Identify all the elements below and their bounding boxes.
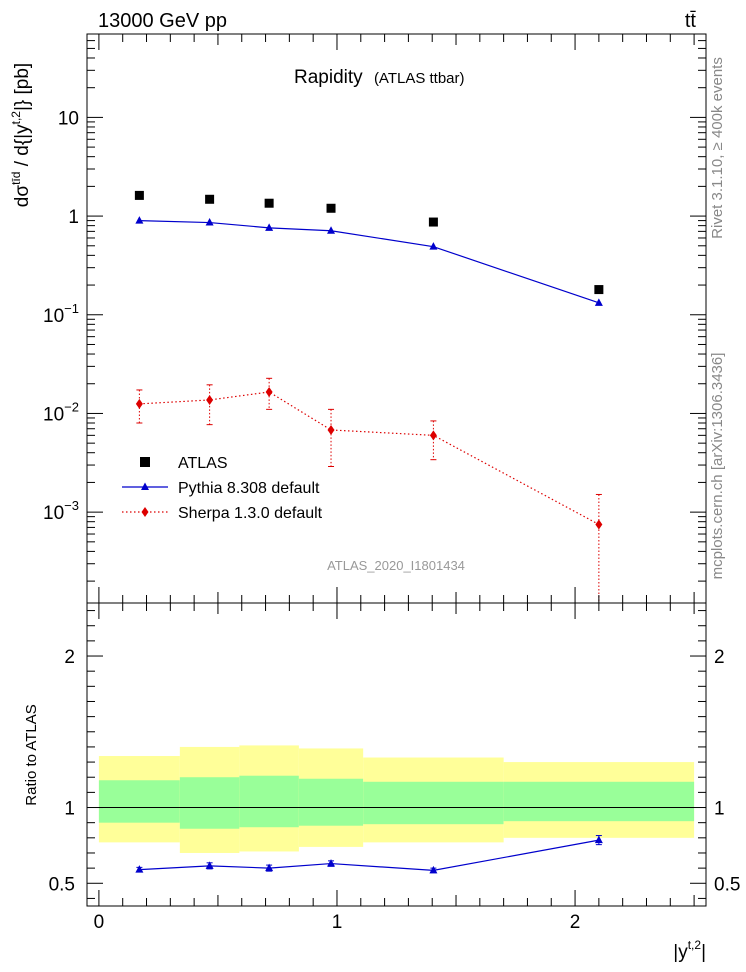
atlas-point bbox=[326, 203, 336, 213]
main-y-ticks: 10−3 10−2 10−1 1 10 bbox=[43, 33, 706, 582]
main-y-tick-label: 1 bbox=[68, 207, 79, 228]
ratio-y-ticks: 0.5 0.5 1 1 2 2 bbox=[49, 610, 740, 899]
pythia-ratio-point bbox=[205, 861, 214, 869]
pythia-point bbox=[327, 226, 336, 234]
pythia-point bbox=[135, 216, 144, 224]
process-label: tt̄ bbox=[685, 10, 697, 32]
mcplots-label: mcplots.cern.ch [arXiv:1306.3436] bbox=[709, 353, 726, 580]
x-tick-label: 0 bbox=[94, 912, 105, 933]
legend-label: ATLAS bbox=[178, 455, 228, 472]
legend-label: Sherpa 1.3.0 default bbox=[178, 505, 323, 522]
main-y-tick-label: 10−2 bbox=[43, 399, 79, 425]
ratio-y-axis-label: Ratio to ATLAS bbox=[23, 704, 40, 805]
analysis-label: ATLAS_2020_I1801434 bbox=[327, 558, 465, 573]
ratio-panel: 0.5 0.5 1 1 2 2 bbox=[49, 602, 740, 907]
sherpa-point bbox=[595, 519, 603, 530]
pythia-ratio-point bbox=[429, 865, 438, 874]
ylabel-sup: tīd bbox=[9, 172, 23, 185]
atlas-point bbox=[205, 194, 215, 204]
title-sub: (ATLAS ttbar) bbox=[374, 70, 465, 87]
legend: ATLAS Pythia 8.308 default Sherpa 1.3.0 de… bbox=[122, 455, 323, 522]
pythia-point bbox=[594, 298, 603, 306]
ratio-bands bbox=[98, 745, 695, 853]
xlabel-sup: t,2 bbox=[688, 938, 702, 952]
sherpa-point bbox=[206, 394, 214, 405]
x-tick-label: 1 bbox=[332, 912, 343, 933]
ylabel-d-sigma: dσ bbox=[12, 185, 33, 208]
sherpa-point bbox=[327, 424, 335, 435]
ratio-data bbox=[135, 835, 603, 874]
ratio-y-tick-label: 0.5 bbox=[49, 874, 75, 895]
legend-label: Pythia 8.308 default bbox=[178, 480, 320, 497]
ratio-y-tick-label-right: 1 bbox=[714, 799, 725, 820]
sherpa-point bbox=[135, 398, 143, 409]
pythia-point bbox=[205, 218, 214, 226]
pythia-point bbox=[429, 242, 438, 250]
main-y-tick-label: 10 bbox=[58, 108, 79, 129]
legend-atlas-marker bbox=[140, 457, 150, 467]
x-tick-label: 2 bbox=[570, 912, 581, 933]
pythia-line bbox=[139, 219, 600, 304]
ylabel-unit: |} [pb] bbox=[12, 63, 33, 111]
main-y-tick-label: 10−3 bbox=[43, 498, 79, 524]
energy-label: 13000 GeV pp bbox=[98, 10, 227, 32]
pythia-ratio-line bbox=[139, 839, 599, 872]
ratio-y-tick-label-right: 2 bbox=[714, 647, 725, 668]
ratio-frame bbox=[86, 602, 707, 907]
x-axis-ticks: 0 1 2 bbox=[94, 34, 695, 933]
main-y-tick-label: 10−1 bbox=[43, 301, 79, 327]
pythia-ratio-point bbox=[135, 865, 144, 873]
legend-sherpa-marker bbox=[141, 507, 149, 517]
pythia-ratio-point bbox=[265, 863, 274, 872]
legend-pythia-marker bbox=[141, 482, 149, 490]
ratio-band-inner bbox=[179, 777, 240, 829]
ratio-band-inner bbox=[298, 778, 364, 826]
ratio-band-inner bbox=[239, 775, 299, 828]
ratio-y-tick-label-right: 0.5 bbox=[714, 874, 740, 895]
ylabel-rest: / d{|y bbox=[12, 124, 33, 172]
ylabel-sup2: t,2 bbox=[9, 111, 23, 125]
ratio-y-tick-label: 1 bbox=[64, 799, 75, 820]
ratio-band-inner bbox=[98, 780, 180, 823]
sherpa-line bbox=[139, 391, 600, 525]
pythia-ratio-point bbox=[327, 859, 336, 867]
sherpa-point bbox=[265, 386, 273, 397]
pythia-point bbox=[265, 223, 274, 231]
plot-title: Rapidity (ATLAS ttbar) bbox=[294, 67, 465, 88]
pythia-ratio-point bbox=[594, 835, 603, 844]
atlas-point bbox=[264, 198, 274, 208]
ratio-band-inner bbox=[503, 781, 695, 822]
title-main: Rapidity bbox=[294, 67, 363, 88]
main-data bbox=[134, 190, 604, 603]
ratio-band-inner bbox=[363, 781, 504, 825]
rivet-label: Rivet 3.1.10, ≥ 400k events bbox=[709, 57, 726, 239]
sherpa-point bbox=[429, 430, 437, 441]
atlas-point bbox=[594, 285, 604, 295]
x-axis-label: |yt,2| bbox=[673, 938, 706, 963]
atlas-point bbox=[134, 190, 144, 200]
ratio-y-tick-label: 2 bbox=[64, 647, 75, 668]
atlas-point bbox=[428, 217, 438, 227]
svg-text:dσtīd / d{|yt,2|} [pb]: dσtīd / d{|yt,2|} [pb] bbox=[9, 63, 33, 207]
main-y-axis-label: dσtīd / d{|yt,2|} [pb] bbox=[9, 63, 33, 207]
main-panel: 10−3 10−2 10−1 1 10 bbox=[43, 33, 707, 604]
